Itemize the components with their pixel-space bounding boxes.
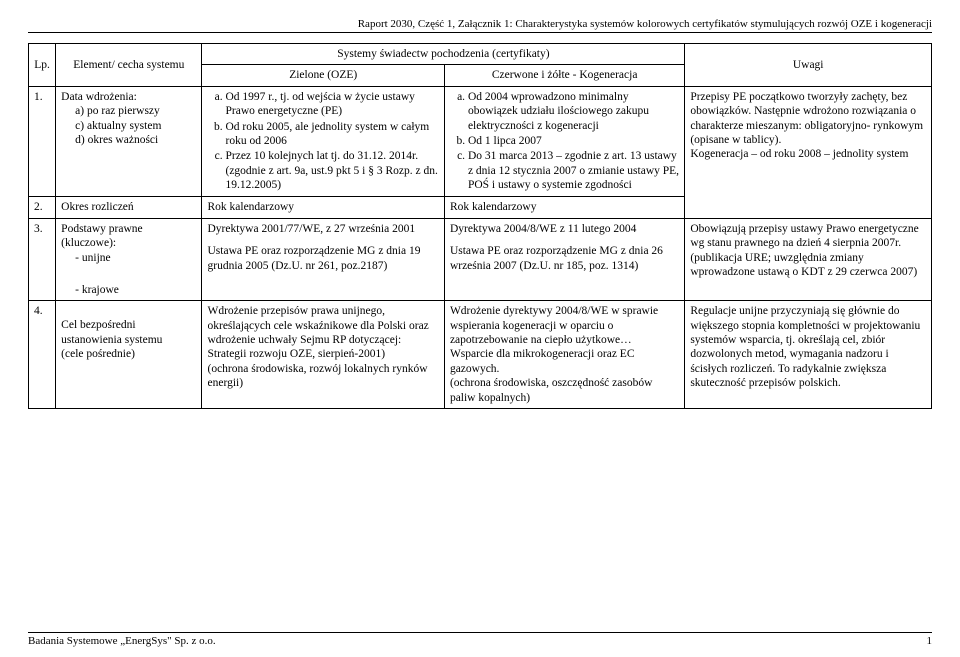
cell-kog: Rok kalendarzowy [444, 197, 684, 218]
cell-uwagi: Przepisy PE początkowo tworzyły zachęty,… [685, 86, 932, 218]
footer-left: Badania Systemowe „EnergSys" Sp. z o.o. [28, 635, 216, 647]
cell-lp: 2. [29, 197, 56, 218]
elem-sub: (cele pośrednie) [61, 347, 196, 361]
footer-page-number: 1 [927, 635, 933, 647]
kog-p1: Wdrożenie dyrektywy 2004/8/WE w sprawie … [450, 304, 679, 347]
elem-item: po raz pierwszy [87, 105, 160, 117]
cell-oze: Rok kalendarzowy [202, 197, 444, 218]
cell-element: Okres rozliczeń [56, 197, 202, 218]
oze-p1: Wdrożenie przepisów prawa unijnego, okre… [207, 304, 438, 362]
cell-element: Cel bezpośredni ustanowienia systemu (ce… [56, 301, 202, 409]
th-uwagi: Uwagi [685, 44, 932, 87]
cell-oze: Wdrożenie przepisów prawa unijnego, okre… [202, 301, 444, 409]
elem-title: Podstawy prawne (kluczowe): [61, 222, 196, 251]
uw-extra: Kogeneracja – od roku 2008 – jednolity s… [690, 148, 908, 160]
elem-item: okres ważności [88, 134, 159, 146]
cell-kog: Wdrożenie dyrektywy 2004/8/WE w sprawie … [444, 301, 684, 409]
table-row: 3. Podstawy prawne (kluczowe): - unijne … [29, 218, 932, 301]
kog-p1: Dyrektywa 2004/8/WE z 11 lutego 2004 [450, 222, 679, 236]
th-lp: Lp. [29, 44, 56, 87]
cell-uwagi: Obowiązują przepisy ustawy Prawo energet… [685, 218, 932, 301]
oze-p2: Ustawa PE oraz rozporządzenie MG z dnia … [207, 244, 438, 273]
page-footer: Badania Systemowe „EnergSys" Sp. z o.o. … [28, 632, 932, 647]
kog-p3: (ochrona środowiska, oszczędność zasobów… [450, 376, 679, 405]
main-table: Lp. Element/ cecha systemu Systemy świad… [28, 43, 932, 409]
kog-item: Od 1 lipca 2007 [468, 134, 679, 148]
oze-item: Od roku 2005, ale jednolity system w cał… [225, 120, 438, 149]
cell-lp: 3. [29, 218, 56, 301]
table-row: 4. Cel bezpośredni ustanowienia systemu … [29, 301, 932, 409]
oze-p1: Dyrektywa 2001/77/WE, z 27 września 2001 [207, 222, 438, 236]
cell-oze: Dyrektywa 2001/77/WE, z 27 września 2001… [202, 218, 444, 301]
page-header: Raport 2030, Część 1, Załącznik 1: Chara… [28, 18, 932, 33]
elem-item: - krajowe [61, 283, 196, 297]
elem-title: Data wdrożenia: [61, 90, 196, 104]
kog-p2: Wsparcie dla mikrokogeneracji oraz EC ga… [450, 347, 679, 376]
elem-item: - unijne [61, 251, 196, 265]
cell-kog: Dyrektywa 2004/8/WE z 11 lutego 2004 Ust… [444, 218, 684, 301]
elem-item: aktualny system [87, 120, 161, 132]
oze-p2: (ochrona środowiska, rozwój lokalnych ry… [207, 362, 438, 391]
cell-lp: 4. [29, 301, 56, 409]
kog-item: Do 31 marca 2013 – zgodnie z art. 13 ust… [468, 149, 679, 192]
oze-item: Przez 10 kolejnych lat tj. do 31.12. 201… [225, 149, 438, 192]
elem-title: Cel bezpośredni ustanowienia systemu [61, 318, 196, 347]
kog-p2: Ustawa PE oraz rozporządzenie MG z dnia … [450, 244, 679, 273]
cell-oze: Od 1997 r., tj. od wejścia w życie ustaw… [202, 86, 444, 197]
cell-uwagi: Regulacje unijne przyczyniają się główni… [685, 301, 932, 409]
cell-kog: Od 2004 wprowadzono minimalny obowiązek … [444, 86, 684, 197]
th-zielone: Zielone (OZE) [202, 65, 444, 86]
oze-note: (zgodnie z art. 9a, ust.9 pkt 5 i § 3 Ro… [225, 165, 437, 191]
kog-item: Od 2004 wprowadzono minimalny obowiązek … [468, 90, 679, 133]
th-systemy: Systemy świadectw pochodzenia (certyfika… [202, 44, 685, 65]
th-element: Element/ cecha systemu [56, 44, 202, 87]
cell-element: Data wdrożenia: a) po raz pierwszy c) ak… [56, 86, 202, 197]
cell-lp: 1. [29, 86, 56, 197]
table-row: 1. Data wdrożenia: a) po raz pierwszy c)… [29, 86, 932, 197]
cell-element: Podstawy prawne (kluczowe): - unijne - k… [56, 218, 202, 301]
oze-item: Od 1997 r., tj. od wejścia w życie ustaw… [225, 90, 438, 119]
th-czerwone: Czerwone i żółte - Kogeneracja [444, 65, 684, 86]
